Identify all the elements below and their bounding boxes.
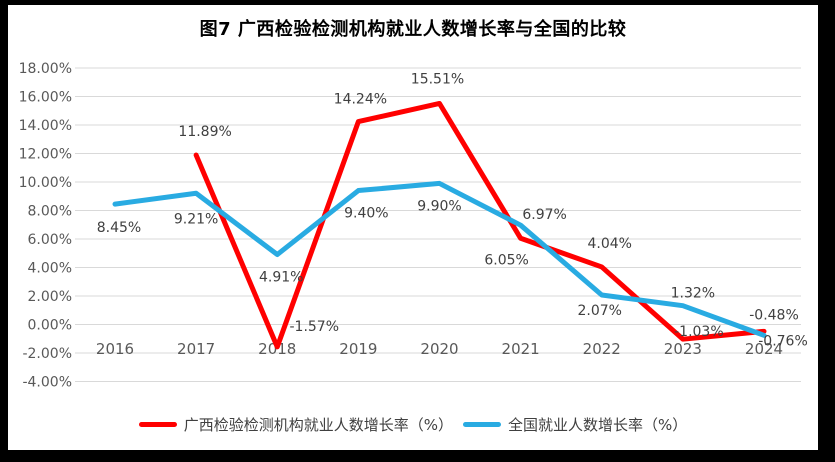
- data-label: -0.76%: [758, 333, 808, 349]
- data-label: 2.07%: [578, 303, 622, 319]
- legend: 广西检验检测机构就业人数增长率（%） 全国就业人数增长率（%）: [8, 414, 818, 435]
- data-label: 9.21%: [174, 211, 218, 227]
- y-tick-label: 14.00%: [19, 118, 72, 134]
- y-tick-label: 10.00%: [19, 175, 72, 191]
- chart-title: 图7 广西检验检测机构就业人数增长率与全国的比较: [199, 19, 627, 40]
- blue-line-swatch: [463, 422, 501, 427]
- y-tick-label: 0.00%: [28, 318, 72, 334]
- data-label: -1.03%: [674, 324, 724, 340]
- y-tick-label: 6.00%: [28, 232, 72, 248]
- red-line-swatch: [138, 422, 177, 427]
- line-chart: 18.00% 16.00% 14.00% 12.00% 10.00% 8.00% 6.00%…: [19, 61, 808, 391]
- data-label: 8.45%: [97, 220, 141, 236]
- x-tick-label: 2020: [420, 340, 458, 358]
- y-tick-label: -2.00%: [22, 346, 72, 362]
- legend-label-national: 全国就业人数增长率（%）: [508, 416, 688, 434]
- data-label: 9.40%: [344, 206, 388, 222]
- data-label: 1.32%: [671, 286, 715, 302]
- y-tick-label: 12.00%: [19, 147, 72, 163]
- data-label: 6.97%: [522, 207, 566, 223]
- guangxi-series-line: [193, 100, 767, 350]
- data-label: 14.24%: [334, 92, 387, 108]
- y-tick-label: 2.00%: [28, 289, 72, 305]
- data-label: 4.91%: [259, 270, 303, 286]
- legend-label-guangxi: 广西检验检测机构就业人数增长率（%）: [183, 416, 453, 434]
- y-tick-label: 4.00%: [28, 261, 72, 277]
- x-tick-label: 2024: [745, 340, 783, 358]
- x-tick-label: 2022: [583, 340, 621, 358]
- data-label: 15.51%: [411, 71, 464, 87]
- data-label: 11.89%: [178, 124, 231, 140]
- y-tick-label: 8.00%: [28, 204, 72, 220]
- data-label: 9.90%: [417, 198, 461, 214]
- data-label: -1.57%: [289, 319, 339, 335]
- x-tick-label: 2023: [664, 340, 702, 358]
- x-tick-label: 2019: [339, 340, 377, 358]
- data-label: -0.48%: [749, 307, 799, 323]
- national-series-line: [112, 180, 767, 338]
- x-tick-label: 2017: [177, 340, 215, 358]
- x-tick-label: 2016: [96, 340, 134, 358]
- legend-item-national: 全国就业人数增长率（%）: [463, 414, 687, 435]
- x-tick-label: 2021: [502, 340, 540, 358]
- y-tick-label: -4.00%: [22, 375, 72, 391]
- data-label: 4.04%: [588, 236, 632, 252]
- legend-item-guangxi: 广西检验检测机构就业人数增长率（%）: [138, 414, 453, 435]
- data-label: 6.05%: [484, 252, 528, 268]
- chart-frame: 18.00% 16.00% 14.00% 12.00% 10.00% 8.00% 6.00%…: [8, 5, 818, 450]
- y-tick-label: 16.00%: [19, 90, 72, 106]
- y-tick-label: 18.00%: [19, 61, 72, 77]
